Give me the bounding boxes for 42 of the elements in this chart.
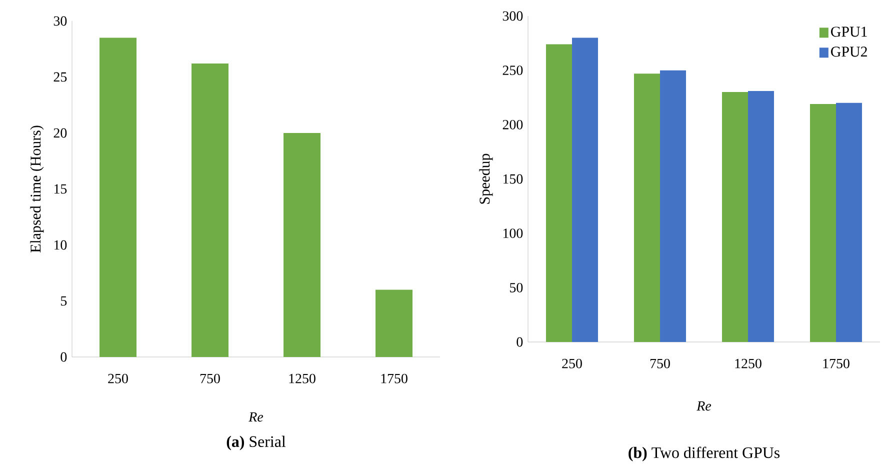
y-axis-title: Elapsed time (Hours) — [30, 126, 44, 252]
y-tick-label: 25 — [54, 72, 67, 82]
x-tick-label: 1250 — [735, 358, 762, 368]
y-tick-label: 5 — [61, 296, 67, 306]
y-tick-label: 0 — [60, 352, 67, 362]
y-tick-label: 300 — [502, 11, 523, 21]
y-tick-label: 30 — [54, 16, 67, 26]
x-tick-label: 1750 — [381, 374, 408, 384]
bar — [722, 92, 748, 342]
bar — [634, 74, 660, 342]
y-tick-label: 15 — [54, 184, 67, 194]
bar — [546, 44, 572, 342]
text: (b) Two different GPUs — [628, 446, 780, 462]
x-axis-title: Re — [696, 401, 712, 411]
x-axis-title: Re — [248, 412, 264, 422]
x-tick-label: 750 — [650, 358, 670, 368]
y-tick-label: 100 — [503, 228, 523, 238]
y-tick-label: 20 — [54, 128, 67, 138]
bar — [376, 290, 413, 357]
y-tick-label: 200 — [502, 120, 523, 130]
y-tick-label: 50 — [510, 282, 523, 292]
y-tick-label: 250 — [502, 66, 523, 76]
x-tick-label: 250 — [562, 358, 582, 368]
x-tick-label: 1750 — [823, 358, 850, 368]
bar — [192, 64, 229, 357]
bar — [836, 102, 862, 342]
y-axis-title: Speedup — [479, 154, 493, 204]
y-tick-label: 10 — [54, 240, 67, 250]
legend-label: GPU2 — [831, 46, 867, 57]
bar — [284, 132, 321, 357]
y-tick-label: 150 — [503, 174, 523, 184]
bar — [660, 70, 686, 342]
text: (a) Serial — [226, 436, 286, 450]
bar — [810, 104, 836, 342]
legend-label: GPU1 — [831, 26, 867, 37]
x-tick-label: 1250 — [289, 374, 316, 384]
x-tick-label: 250 — [108, 374, 128, 384]
y-tick-label: 0 — [516, 337, 523, 347]
bar — [100, 38, 137, 357]
x-tick-label: 750 — [200, 374, 220, 384]
bar — [572, 38, 598, 342]
bar — [748, 90, 774, 342]
